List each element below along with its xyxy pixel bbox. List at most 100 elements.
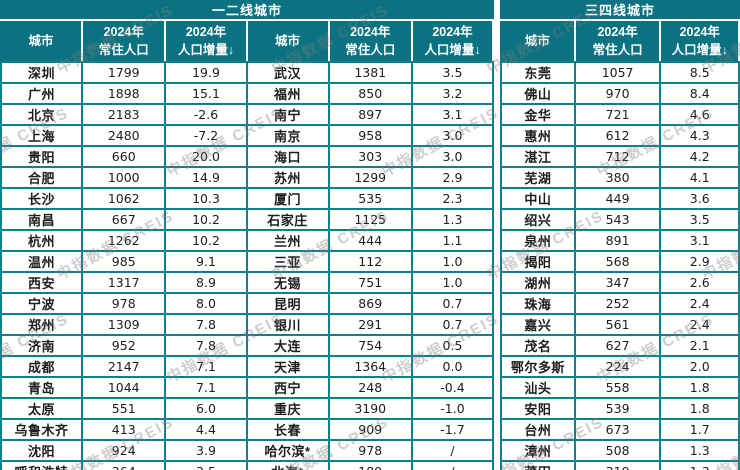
increment-column-header: 2024年 人口增量↓	[165, 21, 248, 63]
increment-cell: 10.2	[164, 229, 248, 252]
population-cell: 850	[327, 82, 413, 105]
population-cell: 444	[327, 229, 413, 252]
increment-cell: 3.9	[164, 439, 248, 462]
population-cell: 1799	[80, 61, 167, 84]
population-cell: 909	[327, 418, 413, 441]
population-cell: 1000	[80, 166, 167, 189]
table-row: 湖州 347 2.6	[500, 271, 740, 294]
increment-cell: 2.3	[410, 187, 495, 210]
table-row: 泉州 891 3.1	[500, 229, 740, 252]
tier34-groups: 城市 2024年 常住人口 2024年 人口增量↓ 东莞 1057 8.5 佛山 970 8.4 金华…	[500, 21, 740, 470]
city-cell: 珠海	[500, 292, 576, 315]
table-row: 杭州 1262 10.2	[0, 229, 248, 252]
table-row: 成都 2147 7.1	[0, 355, 248, 378]
population-cell: 952	[80, 334, 167, 357]
population-cell: 754	[327, 334, 413, 357]
increment-cell: 19.9	[164, 61, 248, 84]
table-row: 太原 551 6.0	[0, 397, 248, 420]
increment-cell: 7.1	[164, 355, 248, 378]
population-column-header: 2024年 常住人口	[328, 21, 413, 63]
increment-cell: 3.1	[410, 103, 495, 126]
population-cell: 1317	[80, 271, 167, 294]
population-cell: 364	[80, 460, 167, 470]
city-cell: 上海	[0, 124, 83, 147]
table-row: 惠州 612 4.3	[500, 124, 740, 147]
increment-cell: 3.2	[410, 82, 495, 105]
table-divider	[494, 0, 500, 470]
table-row: 珠海 252 2.4	[500, 292, 740, 315]
city-cell: 佛山	[500, 82, 576, 105]
table-row: 莆田3191.3	[500, 460, 740, 470]
increment-cell: 7.8	[164, 313, 248, 336]
table-row: 漳州 508 1.3	[500, 439, 740, 462]
increment-cell: 4.4	[164, 418, 248, 441]
tier12-groups: 城市 2024年 常住人口 2024年 人口增量↓ 深圳 1799 19.9 广州 1898 15.…	[0, 21, 495, 470]
city-cell: 嘉兴	[500, 313, 576, 336]
population-cell: 508	[573, 439, 662, 462]
population-cell: 561	[573, 313, 662, 336]
tier12-title: 一二线城市	[0, 0, 494, 21]
city-cell: 兰州	[247, 229, 330, 252]
population-cell: 347	[573, 271, 662, 294]
population-cell: 751	[327, 271, 413, 294]
city-cell: 乌鲁木齐	[0, 418, 83, 441]
increment-cell: /	[410, 439, 495, 462]
city-data-grid: 城市 2024年 常住人口 2024年 人口增量↓ 武汉 1381 3.5 福州 850 3.2 南宁…	[247, 21, 495, 470]
city-cell: 湖州	[500, 271, 576, 294]
city-cell: 南宁	[247, 103, 330, 126]
increment-cell: -1.0	[410, 397, 495, 420]
table-row: 苏州 1299 2.9	[247, 166, 495, 189]
city-cell: 昆明	[247, 292, 330, 315]
table-row: 台州 673 1.7	[500, 418, 740, 441]
population-cell: 551	[80, 397, 167, 420]
increment-cell: 0.7	[410, 313, 495, 336]
population-cell: 978	[80, 292, 167, 315]
increment-cell: 2.1	[659, 334, 740, 357]
table-row: 绍兴 543 3.5	[500, 208, 740, 231]
city-cell: 广州	[0, 82, 83, 105]
city-cell: 长春	[247, 418, 330, 441]
table-row: 银川 291 0.7	[247, 313, 495, 336]
population-cell: 543	[573, 208, 662, 231]
table-row: 南宁 897 3.1	[247, 103, 495, 126]
increment-cell: -1.7	[410, 418, 495, 441]
table-row: 上海 2480 -7.2	[0, 124, 248, 147]
city-cell: 沈阳	[0, 439, 83, 462]
table-row: 东莞 1057 8.5	[500, 61, 740, 84]
table-row: 武汉 1381 3.5	[247, 61, 495, 84]
table-row: 揭阳 568 2.9	[500, 250, 740, 273]
increment-column-header: 2024年 人口增量↓	[660, 21, 740, 63]
city-column-header: 城市	[247, 21, 330, 63]
city-cell: 湛江	[500, 145, 576, 168]
increment-cell: 20.0	[164, 145, 248, 168]
table-row: 天津 1364 0.0	[247, 355, 495, 378]
tier34-table: 三四线城市 城市 2024年 常住人口 2024年 人口增量↓ 东莞 1057 8.5 佛山 97…	[500, 0, 740, 470]
population-cell: 252	[573, 292, 662, 315]
population-cell: 535	[327, 187, 413, 210]
table-row: 大连 754 0.5	[247, 334, 495, 357]
population-cell: 958	[327, 124, 413, 147]
population-cell: 1062	[80, 187, 167, 210]
city-cell: 重庆	[247, 397, 330, 420]
city-cell: 福州	[247, 82, 330, 105]
table-row: 深圳 1799 19.9	[0, 61, 248, 84]
increment-cell: -0.4	[410, 376, 495, 399]
city-cell: 太原	[0, 397, 83, 420]
city-cell: 杭州	[0, 229, 83, 252]
table-row: 呼和浩特3643.5	[0, 460, 248, 470]
population-cell: 568	[573, 250, 662, 273]
table-row: 西宁 248 -0.4	[247, 376, 495, 399]
city-cell: 无锡	[247, 271, 330, 294]
city-cell: 温州	[0, 250, 83, 273]
city-cell: 厦门	[247, 187, 330, 210]
city-cell: 东莞	[500, 61, 576, 84]
population-cell: 2480	[80, 124, 167, 147]
city-cell: 成都	[0, 355, 83, 378]
increment-cell: 1.3	[659, 439, 740, 462]
table-row: 广州 1898 15.1	[0, 82, 248, 105]
increment-cell: 2.4	[659, 292, 740, 315]
population-cell: 673	[573, 418, 662, 441]
increment-cell: 2.0	[659, 355, 740, 378]
population-cell: 291	[327, 313, 413, 336]
